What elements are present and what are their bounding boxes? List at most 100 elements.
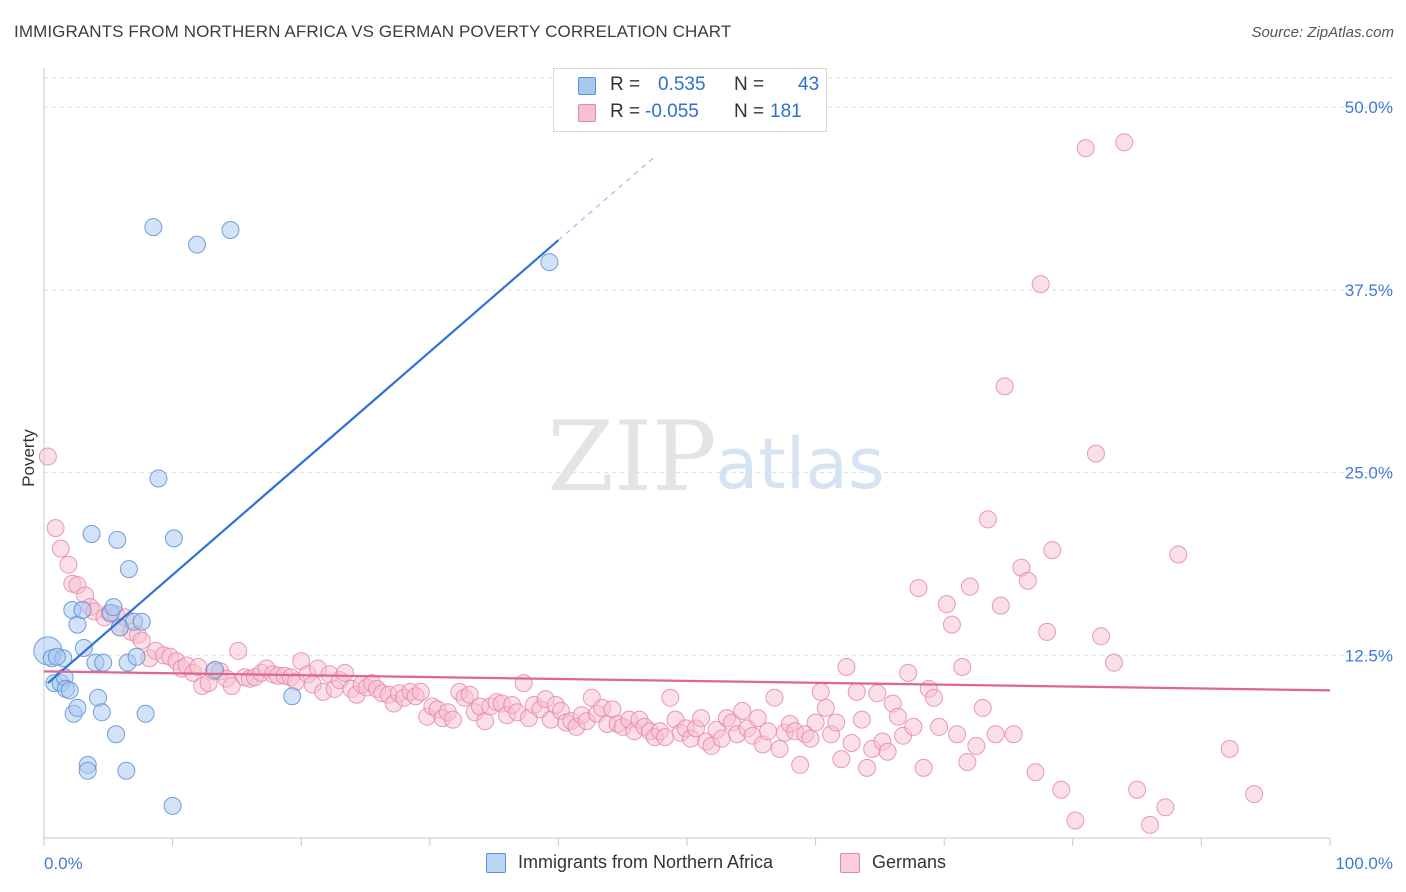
germans-point: [1245, 785, 1264, 804]
germans-point: [852, 710, 871, 729]
immigrants-point: [283, 687, 302, 706]
germans-point: [770, 739, 789, 758]
immigrants-point: [117, 761, 136, 780]
germans-point: [1076, 139, 1095, 158]
germans-point: [1043, 541, 1062, 560]
y-axis-label: Poverty: [19, 429, 38, 487]
y-tick-label: 50.0%: [1345, 98, 1393, 117]
r-value: 0.535: [658, 74, 706, 95]
germans-point: [858, 758, 877, 777]
legend-item-immigrants[interactable]: Immigrants from Northern Africa: [486, 850, 826, 878]
germans-point: [978, 510, 997, 529]
germans-point: [1220, 739, 1239, 758]
germans-point: [827, 713, 846, 732]
germans-point: [899, 663, 918, 682]
watermark-zip: ZIP: [547, 401, 716, 513]
germans-point: [816, 698, 835, 717]
germans-point: [958, 753, 977, 771]
chart-title: IMMIGRANTS FROM NORTHERN AFRICA VS GERMA…: [14, 22, 732, 41]
legend-label: Immigrants from Northern Africa: [518, 852, 774, 872]
germans-point: [132, 631, 151, 650]
germans-point: [1018, 571, 1037, 590]
germans-point: [38, 447, 57, 466]
germans-point: [1140, 815, 1159, 834]
immigrants-point: [82, 525, 101, 543]
germans-point: [960, 577, 979, 596]
germans-point: [806, 713, 825, 732]
germans-point: [661, 688, 680, 707]
germans-point: [765, 688, 784, 707]
r-value: -0.055: [645, 101, 699, 122]
germans-point: [335, 663, 354, 682]
stats-row-immigrants: R = 0.535 N = 43: [578, 74, 820, 98]
germans-point: [692, 709, 711, 728]
immigrants-point: [74, 639, 93, 657]
germans-point: [1066, 811, 1085, 830]
n-value: 43: [798, 74, 820, 95]
immigrants-point: [163, 796, 182, 815]
germans-point: [791, 755, 810, 774]
trend-lines: [43, 156, 1331, 692]
gridlines: [44, 77, 1394, 656]
immigrants-legend-swatch: [486, 853, 506, 873]
immigrants-point: [149, 469, 168, 488]
germans-point: [837, 658, 856, 676]
germans-point: [222, 677, 241, 695]
y-tick-label: 12.5%: [1345, 646, 1393, 665]
immigrants-trend-line: [47, 239, 560, 684]
germans-point: [443, 710, 462, 729]
germans-point: [801, 729, 820, 748]
germans-point: [712, 729, 731, 748]
germans-point: [733, 701, 752, 720]
germans-point: [759, 722, 778, 741]
germans-point: [1026, 763, 1045, 782]
germans-swatch: [578, 104, 596, 122]
germans-point: [1086, 444, 1105, 463]
tick-labels: 12.5% 25.0% 37.5% 50.0% 0.0% 100.0% Poverty: [19, 98, 1393, 873]
legend-label: Germans: [872, 852, 947, 872]
immigrants-point: [47, 647, 66, 666]
immigrants-point: [60, 681, 79, 700]
immigrants-point: [92, 703, 111, 722]
immigrants-point: [107, 725, 126, 744]
immigrants-points: [33, 218, 559, 815]
germans-point: [914, 758, 933, 777]
germans-point: [229, 641, 248, 660]
germans-point: [1128, 780, 1147, 799]
germans-point: [46, 519, 65, 538]
germans-point: [1038, 622, 1057, 641]
source-label: Source: ZipAtlas.com: [1251, 24, 1394, 41]
immigrants-point: [188, 235, 207, 254]
germans-point: [888, 707, 907, 726]
germans-point: [909, 579, 928, 598]
immigrants-point: [78, 761, 97, 780]
germans-point: [986, 725, 1005, 744]
germans-point: [1092, 627, 1111, 646]
germans-point: [878, 742, 897, 761]
stats-row-germans: R = -0.055 N = 181: [578, 101, 818, 125]
germans-point: [904, 717, 923, 736]
germans-points: [38, 133, 1264, 834]
immigrants-point: [206, 660, 225, 679]
germans-point: [1031, 275, 1050, 294]
germans-point: [811, 682, 830, 701]
germans-point: [748, 709, 767, 728]
germans-point: [995, 377, 1014, 396]
immigrants-point: [144, 218, 163, 237]
x-tick-label: 0.0%: [44, 854, 83, 873]
germans-point: [1104, 653, 1123, 672]
germans-point: [1156, 798, 1175, 817]
germans-point: [1004, 725, 1023, 744]
legend-item-germans[interactable]: Germans: [840, 850, 970, 878]
germans-point: [460, 685, 479, 704]
stats-legend: R = 0.535 N = 43 R = -0.055 N = 181: [553, 68, 827, 132]
germans-point: [1169, 545, 1188, 564]
germans-point: [942, 615, 961, 634]
germans-point: [847, 682, 866, 701]
germans-point: [937, 595, 956, 614]
germans-point: [967, 736, 986, 755]
germans-point: [991, 596, 1010, 615]
germans-point: [514, 674, 533, 693]
